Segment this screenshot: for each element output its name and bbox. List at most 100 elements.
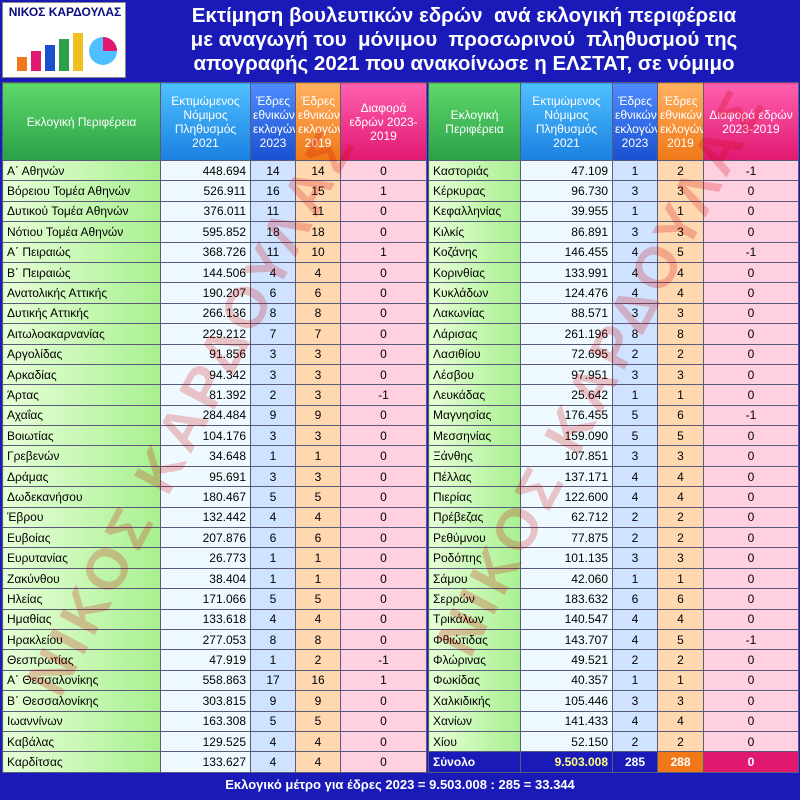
seats-2019: 4 (295, 730, 341, 753)
region: Άρτας (2, 384, 161, 406)
seat-diff: 0 (703, 261, 799, 284)
total-seat-diff: 0 (703, 751, 799, 773)
seats-2019: 2 (295, 649, 341, 671)
population: 284.484 (160, 404, 251, 427)
seats-2023: 14 (250, 159, 296, 182)
seats-2019: 1 (295, 445, 341, 467)
region: Γρεβενών (2, 445, 161, 467)
population: 39.955 (520, 200, 613, 223)
table-row: Βόρειου Τομέα Αθηνών 526.911 16 15 1 (2, 180, 427, 202)
table-row: Βοιωτίας 104.176 3 3 0 (2, 425, 427, 447)
seats-2023: 1 (612, 669, 658, 692)
seats-2019: 3 (657, 363, 704, 386)
seats-2023: 2 (612, 730, 658, 753)
seats-2019: 4 (657, 465, 704, 488)
region: Βόρειου Τομέα Αθηνών (2, 180, 161, 202)
seats-2023: 3 (612, 547, 658, 569)
seat-diff: 0 (703, 506, 799, 529)
seats-2023: 3 (612, 363, 658, 386)
table-row: Ιωαννίνων 163.308 5 5 0 (2, 710, 427, 732)
column-header: Έδρες εθνικών εκλογών 2019 (657, 82, 704, 161)
seat-diff: -1 (340, 649, 427, 671)
seat-diff: 0 (340, 608, 427, 630)
table-row: Δωδεκανήσου 180.467 5 5 0 (2, 486, 427, 508)
table-row: Χίου 52.150 2 2 0 (428, 730, 799, 753)
seat-diff: -1 (340, 384, 427, 406)
table-row: Σερρών 183.632 6 6 0 (428, 588, 799, 610)
population: 159.090 (520, 425, 613, 447)
seats-2019: 8 (657, 323, 704, 345)
region: Β΄ Θεσσαλονίκης (2, 690, 161, 712)
population: 526.911 (160, 180, 251, 202)
region: Καστοριάς (428, 159, 521, 182)
region: Νότιου Τομέα Αθηνών (2, 221, 161, 243)
population: 190.207 (160, 282, 251, 304)
population: 26.773 (160, 547, 251, 569)
seats-2019: 2 (657, 506, 704, 529)
table-row: Β΄ Θεσσαλονίκης 303.815 9 9 0 (2, 690, 427, 712)
region: Αχαΐας (2, 404, 161, 427)
seats-2023: 4 (612, 282, 658, 304)
table-row: Ευβοίας 207.876 6 6 0 (2, 527, 427, 549)
seat-diff: 0 (703, 690, 799, 712)
seat-diff: 0 (340, 751, 427, 773)
seats-2023: 5 (250, 486, 296, 508)
seats-2019: 1 (657, 200, 704, 223)
header-row: Εκλογική Περιφέρεια Εκτιμώμενος Νόμιμος Π… (2, 82, 427, 161)
region: Χανίων (428, 710, 521, 732)
region: Έβρου (2, 506, 161, 529)
seats-2019: 3 (657, 547, 704, 569)
population: 133.991 (520, 261, 613, 284)
table-row: Ξάνθης 107.851 3 3 0 (428, 445, 799, 467)
region: Α΄ Θεσσαλονίκης (2, 669, 161, 692)
seats-2023: 4 (250, 608, 296, 630)
table-row: Δυτικού Τομέα Αθηνών 376.011 11 11 0 (2, 200, 427, 223)
region: Ευρυτανίας (2, 547, 161, 569)
seats-2023: 1 (250, 567, 296, 590)
seats-2023: 2 (612, 506, 658, 529)
region: Δυτικού Τομέα Αθηνών (2, 200, 161, 223)
seats-2019: 4 (295, 261, 341, 284)
table-row: Ρεθύμνου 77.875 2 2 0 (428, 527, 799, 549)
table-row: Φωκίδας 40.357 1 1 0 (428, 669, 799, 692)
seats-2019: 3 (657, 221, 704, 243)
seats-2023: 8 (250, 302, 296, 325)
seats-2019: 6 (295, 527, 341, 549)
seat-diff: -1 (703, 404, 799, 427)
seats-2019: 1 (657, 567, 704, 590)
title: Εκτίμηση βουλευτικών εδρών ανά εκλογική … (130, 2, 798, 78)
table-row: Έβρου 132.442 4 4 0 (2, 506, 427, 529)
population: 122.600 (520, 486, 613, 508)
population: 104.176 (160, 425, 251, 447)
column-header: Εκλογική Περιφέρεια (428, 82, 521, 161)
column-header: Έδρες εθνικών εκλογών 2023 (250, 82, 296, 161)
seats-2023: 5 (250, 588, 296, 610)
seats-2023: 4 (612, 628, 658, 651)
seats-2019: 7 (295, 323, 341, 345)
region: Λακωνίας (428, 302, 521, 325)
seats-2023: 3 (612, 221, 658, 243)
region: Σάμου (428, 567, 521, 590)
region: Φθιώτιδας (428, 628, 521, 651)
seats-2019: 6 (657, 588, 704, 610)
table-row: Ηρακλείου 277.053 8 8 0 (2, 628, 427, 651)
seats-2023: 4 (612, 486, 658, 508)
population: 133.618 (160, 608, 251, 630)
seats-2023: 7 (250, 323, 296, 345)
title-line: απογραφής 2021 που ανακοίνωσε η ΕΛΣΤΑΤ, … (193, 52, 735, 75)
table-row: Καβάλας 129.525 4 4 0 (2, 730, 427, 753)
population: 132.442 (160, 506, 251, 529)
region: Ζακύνθου (2, 567, 161, 590)
seats-2023: 11 (250, 200, 296, 223)
population: 42.060 (520, 567, 613, 590)
seat-diff: 0 (340, 159, 427, 182)
region: Β΄ Πειραιώς (2, 261, 161, 284)
seat-diff: 0 (340, 486, 427, 508)
table-row: Δράμας 95.691 3 3 0 (2, 465, 427, 488)
region: Φλώρινας (428, 649, 521, 671)
footer: Εκλογικό μέτρο για έδρες 2023 = 9.503.00… (225, 777, 575, 792)
table-row: Κορινθίας 133.991 4 4 0 (428, 261, 799, 284)
seat-diff: 0 (703, 608, 799, 630)
seat-diff: 1 (340, 180, 427, 202)
region: Καβάλας (2, 730, 161, 753)
